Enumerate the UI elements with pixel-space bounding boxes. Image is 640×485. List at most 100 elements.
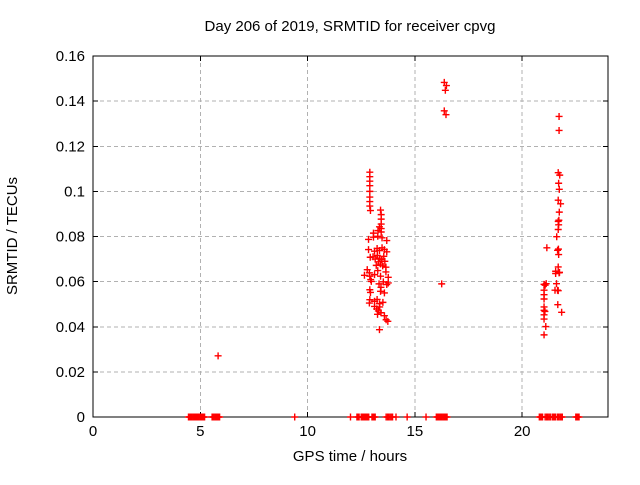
- data-point-marker: [575, 413, 583, 421]
- data-point-marker: [291, 413, 299, 421]
- data-point-marker: [360, 271, 368, 279]
- data-point-marker: [556, 171, 564, 179]
- data-point-marker: [384, 317, 392, 325]
- y-tick-label: 0: [77, 409, 85, 426]
- data-point-marker: [392, 413, 400, 421]
- data-point-marker: [554, 301, 562, 309]
- data-point-marker: [365, 299, 373, 307]
- data-point-marker: [554, 263, 562, 271]
- data-point-marker: [372, 261, 380, 269]
- data-point-marker: [378, 234, 386, 242]
- x-tick-label: 0: [89, 423, 97, 440]
- data-point-marker: [374, 232, 382, 240]
- data-point-marker: [442, 82, 450, 90]
- data-points: [184, 78, 583, 421]
- tick-marks: [92, 55, 608, 418]
- data-point-marker: [375, 223, 383, 231]
- data-point-marker: [214, 352, 222, 360]
- data-point-marker: [371, 413, 379, 421]
- data-point-marker: [377, 228, 385, 236]
- data-point-marker: [440, 107, 448, 115]
- data-point-marker: [554, 196, 562, 204]
- data-point-marker: [374, 267, 382, 275]
- data-point-marker: [555, 126, 563, 134]
- data-point-marker: [365, 235, 373, 243]
- x-tick-label: 5: [196, 423, 204, 440]
- y-tick-label: 0.1: [64, 183, 85, 200]
- x-tick-label: 20: [514, 423, 531, 440]
- data-point-marker: [555, 208, 563, 216]
- data-point-marker: [365, 246, 373, 254]
- data-point-marker: [366, 288, 374, 296]
- y-tick-label: 0.12: [56, 138, 85, 155]
- data-point-marker: [384, 279, 392, 287]
- x-tick-label: 15: [407, 423, 424, 440]
- data-point-marker: [347, 413, 354, 421]
- data-point-marker: [555, 179, 563, 187]
- data-point-marker: [380, 289, 388, 297]
- data-point-marker: [366, 207, 374, 215]
- data-point-marker: [369, 233, 377, 241]
- data-point-marker: [541, 307, 549, 315]
- tick-labels: 0 5 10 15 20 0 0.02 0.04 0.06 0.08 0.1 0.12 0.14 0.16: [56, 48, 531, 440]
- data-point-marker: [555, 112, 563, 120]
- data-point-marker: [383, 237, 391, 245]
- data-point-marker: [553, 233, 561, 241]
- y-tick-label: 0.02: [56, 364, 85, 381]
- data-point-marker: [541, 281, 549, 289]
- y-tick-label: 0.14: [56, 93, 85, 110]
- data-point-marker: [371, 271, 379, 279]
- data-point-marker: [377, 287, 385, 295]
- data-point-marker: [438, 280, 446, 288]
- data-point-marker: [554, 287, 562, 295]
- data-point-marker: [540, 331, 548, 339]
- data-point-marker: [376, 303, 384, 311]
- x-tick-label: 10: [299, 423, 316, 440]
- data-point-marker: [542, 280, 550, 288]
- chart-title: Day 206 of 2019, SRMTID for receiver cpv…: [205, 18, 496, 35]
- data-point-marker: [367, 277, 375, 285]
- data-point-marker: [382, 268, 390, 276]
- data-point-marker: [374, 310, 382, 318]
- data-point-marker: [555, 185, 563, 193]
- data-point-marker: [442, 111, 450, 119]
- data-point-marker: [553, 280, 560, 288]
- y-tick-label: 0.08: [56, 229, 85, 246]
- data-point-marker: [383, 248, 391, 256]
- data-point-marker: [543, 244, 551, 252]
- data-point-marker: [554, 246, 562, 254]
- data-point-marker: [375, 326, 383, 334]
- data-point-marker: [555, 251, 563, 259]
- data-point-marker: [554, 226, 562, 234]
- data-point-marker: [379, 298, 387, 306]
- gridlines: [93, 56, 608, 417]
- y-tick-label: 0.16: [56, 48, 85, 65]
- data-point-marker: [379, 262, 387, 270]
- data-point-marker: [216, 413, 224, 421]
- data-point-marker: [558, 413, 566, 421]
- data-point-marker: [373, 295, 381, 303]
- data-point-marker: [422, 413, 430, 421]
- data-point-marker: [380, 252, 388, 260]
- data-point-marker: [380, 312, 388, 320]
- data-point-marker: [381, 257, 389, 265]
- data-point-marker: [540, 315, 548, 323]
- data-point-marker: [377, 272, 385, 280]
- data-point-marker: [557, 200, 565, 208]
- data-point-marker: [558, 308, 566, 316]
- y-tick-label: 0.04: [56, 319, 85, 336]
- x-axis-label: GPS time / hours: [293, 448, 407, 465]
- data-point-marker: [403, 413, 411, 421]
- y-axis-label: SRMTID / TECUs: [4, 177, 21, 295]
- data-point-marker: [542, 323, 550, 331]
- data-point-marker: [382, 316, 390, 324]
- data-point-marker: [383, 281, 391, 289]
- data-point-marker: [443, 413, 451, 421]
- y-tick-label: 0.06: [56, 274, 85, 291]
- data-point-marker: [555, 269, 563, 277]
- data-point-marker: [540, 295, 548, 303]
- data-point-marker: [441, 86, 449, 94]
- data-point-marker: [201, 413, 209, 421]
